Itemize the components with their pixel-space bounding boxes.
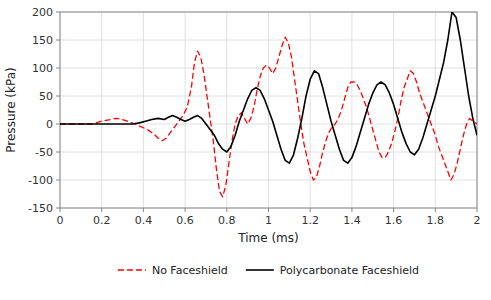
grid — [60, 12, 477, 208]
x-tick-label: 0.6 — [176, 214, 194, 227]
x-grid-line — [393, 12, 394, 208]
legend-swatch — [118, 269, 146, 271]
legend: No Faceshield Polycarbonate Faceshield — [118, 264, 419, 277]
axes: 0 0.2 0.4 0.6 0.8 1 1.2 1.4 1.6 1.8 2 -150 -100 -50 0 5… — [28, 6, 480, 227]
x-tick-label: 0.4 — [135, 214, 153, 227]
y-tick-label: 0 — [46, 118, 53, 131]
y-grid-line — [60, 180, 477, 181]
x-tick — [477, 208, 478, 212]
x-tick-label: 0.8 — [218, 214, 236, 227]
y-tick-label: 150 — [32, 34, 53, 47]
x-grid-line — [310, 12, 311, 208]
x-grid-line — [101, 12, 102, 208]
x-tick-label: 0 — [57, 214, 64, 227]
y-tick — [56, 96, 60, 97]
x-grid-line — [143, 12, 144, 208]
y-tick — [56, 180, 60, 181]
y-tick-label: -50 — [35, 146, 53, 159]
y-tick-label: 100 — [32, 62, 53, 75]
x-tick — [60, 208, 61, 212]
y-tick — [56, 152, 60, 153]
y-grid-line — [60, 96, 477, 97]
x-tick — [101, 208, 102, 212]
y-tick — [56, 68, 60, 69]
y-tick-label: -150 — [28, 202, 53, 215]
x-tick-label: 1.6 — [385, 214, 403, 227]
y-axis-label: Pressure (kPa) — [4, 67, 18, 152]
x-tick — [185, 208, 186, 212]
y-tick — [56, 12, 60, 13]
y-tick-label: 200 — [32, 6, 53, 19]
x-tick-label: 1.2 — [301, 214, 319, 227]
y-tick — [56, 208, 60, 209]
legend-item: No Faceshield — [118, 264, 228, 277]
series-line — [60, 37, 477, 197]
y-grid-line — [60, 40, 477, 41]
x-axis-label: Time (ms) — [237, 231, 299, 245]
x-tick-label: 1 — [265, 214, 272, 227]
plot-frame — [60, 12, 477, 208]
x-tick — [226, 208, 227, 212]
legend-label: Polycarbonate Faceshield — [280, 264, 419, 277]
x-tick — [310, 208, 311, 212]
x-tick-label: 1.4 — [343, 214, 361, 227]
x-tick — [143, 208, 144, 212]
lines — [60, 12, 477, 197]
x-tick — [351, 208, 352, 212]
chart: 0 0.2 0.4 0.6 0.8 1 1.2 1.4 1.6 1.8 2 -150 -100 -50 0 5… — [0, 0, 491, 300]
y-grid-line — [60, 152, 477, 153]
x-grid-line — [351, 12, 352, 208]
x-tick — [435, 208, 436, 212]
legend-item: Polycarbonate Faceshield — [246, 264, 419, 277]
legend-swatch — [246, 269, 274, 271]
x-tick — [393, 208, 394, 212]
y-tick — [56, 124, 60, 125]
x-tick-label: 1.8 — [427, 214, 445, 227]
x-grid-line — [435, 12, 436, 208]
x-tick — [268, 208, 269, 212]
x-grid-line — [226, 12, 227, 208]
legend-label: No Faceshield — [152, 264, 228, 277]
y-tick — [56, 40, 60, 41]
series-line — [60, 12, 477, 163]
x-tick-label: 2 — [474, 214, 481, 227]
x-tick-label: 0.2 — [93, 214, 111, 227]
y-tick-label: 50 — [39, 90, 53, 103]
y-tick-label: -100 — [28, 174, 53, 187]
